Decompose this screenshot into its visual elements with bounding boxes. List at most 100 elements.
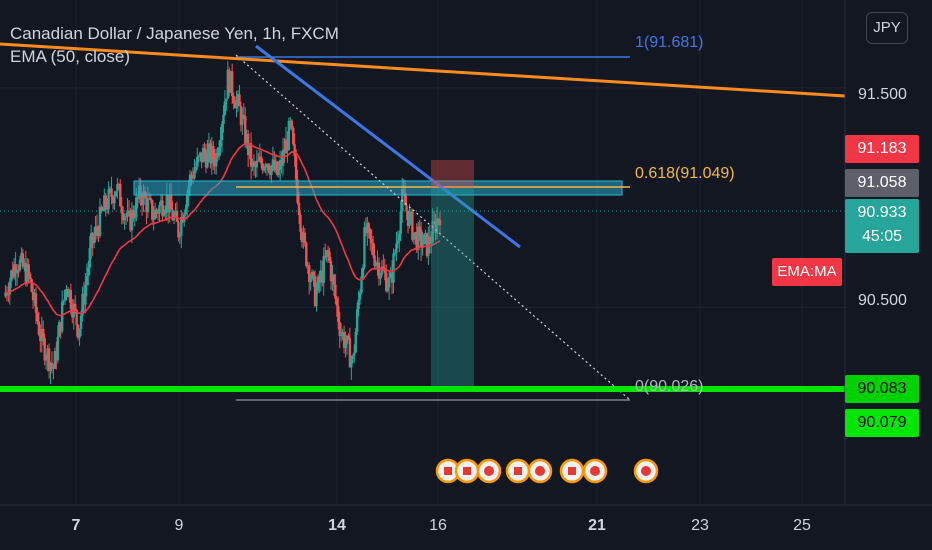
- candle-body: [431, 220, 434, 243]
- candle-body: [229, 71, 232, 93]
- candle-body: [37, 321, 41, 335]
- candle-body: [78, 328, 81, 338]
- candle-body: [174, 211, 177, 216]
- candle-body: [232, 95, 235, 104]
- candle-body: [278, 159, 282, 170]
- ema-50-line: [5, 143, 441, 317]
- candle-body: [34, 293, 38, 313]
- candle-body: [190, 174, 193, 176]
- candle-body: [74, 303, 77, 310]
- candle-body: [315, 290, 318, 306]
- candle-body: [10, 270, 13, 282]
- candle-body: [116, 183, 119, 192]
- candle-body: [422, 234, 426, 245]
- candle-body: [241, 114, 244, 125]
- candle-body: [8, 281, 12, 295]
- economic-events: [435, 458, 659, 484]
- blue-trendline: [255, 44, 521, 249]
- candle-body: [85, 276, 89, 285]
- candle-body: [158, 204, 161, 214]
- candle-body: [318, 276, 321, 283]
- candle-body: [76, 325, 80, 338]
- take-profit-zone: [431, 188, 474, 386]
- currency-button[interactable]: JPY: [866, 12, 908, 44]
- candle-body: [135, 197, 138, 218]
- candle-body: [283, 149, 286, 154]
- time-tick-21: 21: [588, 517, 606, 534]
- candle-body: [326, 250, 330, 252]
- candle-body: [117, 183, 121, 185]
- candle-body: [403, 192, 407, 206]
- candle-body: [417, 226, 420, 251]
- candle-body: [383, 269, 386, 273]
- candle-body: [406, 211, 410, 226]
- candle-body: [273, 159, 276, 171]
- candle-body: [56, 336, 59, 361]
- candle-body: [339, 334, 343, 337]
- candle-body: [103, 195, 106, 211]
- candle-body: [287, 121, 291, 151]
- candle-body: [235, 100, 238, 109]
- event-flag-mark: [641, 466, 651, 476]
- candle-body: [289, 120, 292, 122]
- candle-body: [177, 221, 180, 238]
- candle-body: [199, 152, 202, 156]
- candle-body: [398, 233, 401, 241]
- candle-body: [303, 232, 307, 243]
- candle-body: [335, 298, 339, 306]
- candle-body: [142, 191, 145, 205]
- candle-body: [113, 196, 116, 204]
- candle-body: [302, 232, 305, 243]
- candle-body: [17, 269, 20, 271]
- orange-trendline: [0, 42, 846, 98]
- candle-body: [132, 209, 135, 219]
- candle-body: [81, 293, 84, 316]
- candle-body: [257, 160, 260, 162]
- indicator-label[interactable]: EMA (50, close): [10, 47, 130, 66]
- candle-body: [351, 355, 354, 360]
- candle-body: [62, 300, 65, 302]
- candle-body: [18, 259, 22, 271]
- candle-body: [385, 272, 388, 291]
- candle-body: [79, 315, 83, 329]
- candle-body: [386, 287, 389, 291]
- candle-body: [360, 276, 363, 293]
- candle-body: [69, 289, 73, 310]
- candle-body: [193, 170, 196, 179]
- symbol-title[interactable]: Canadian Dollar / Japanese Yen, 1h, FXCM: [10, 24, 339, 43]
- candle-body: [236, 94, 240, 101]
- candle-body: [225, 98, 228, 102]
- candle-body: [258, 156, 261, 161]
- candle-body: [44, 358, 48, 361]
- candle-body: [209, 143, 212, 164]
- candle-body: [267, 164, 270, 171]
- candle-body: [244, 116, 247, 144]
- candle-body: [136, 197, 139, 200]
- candle-body: [249, 143, 253, 167]
- candle-body: [60, 301, 64, 332]
- candle-body: [428, 236, 432, 244]
- candle-body: [265, 164, 269, 167]
- fib-zone-rectangle: [133, 180, 623, 196]
- candle-body: [4, 292, 7, 297]
- event-flag-mark: [568, 467, 576, 475]
- time-tick-7: 7: [71, 517, 81, 534]
- candle-body: [238, 94, 241, 107]
- candle-body: [145, 197, 148, 213]
- candle-body: [52, 365, 55, 369]
- candle-body: [91, 233, 94, 244]
- candle-body: [167, 195, 170, 213]
- candle-body: [31, 291, 35, 301]
- candle-body: [191, 175, 195, 179]
- candle-body: [66, 288, 70, 298]
- time-tick-25: 25: [793, 517, 811, 534]
- price-badge-fib: 91.058: [845, 169, 919, 197]
- candle-body: [124, 216, 128, 218]
- candle-body: [159, 200, 163, 205]
- candle-body: [312, 271, 315, 276]
- candle-body: [24, 263, 27, 284]
- candle-body: [169, 194, 173, 210]
- event-flag-mark: [590, 466, 600, 476]
- candle-body: [432, 220, 436, 222]
